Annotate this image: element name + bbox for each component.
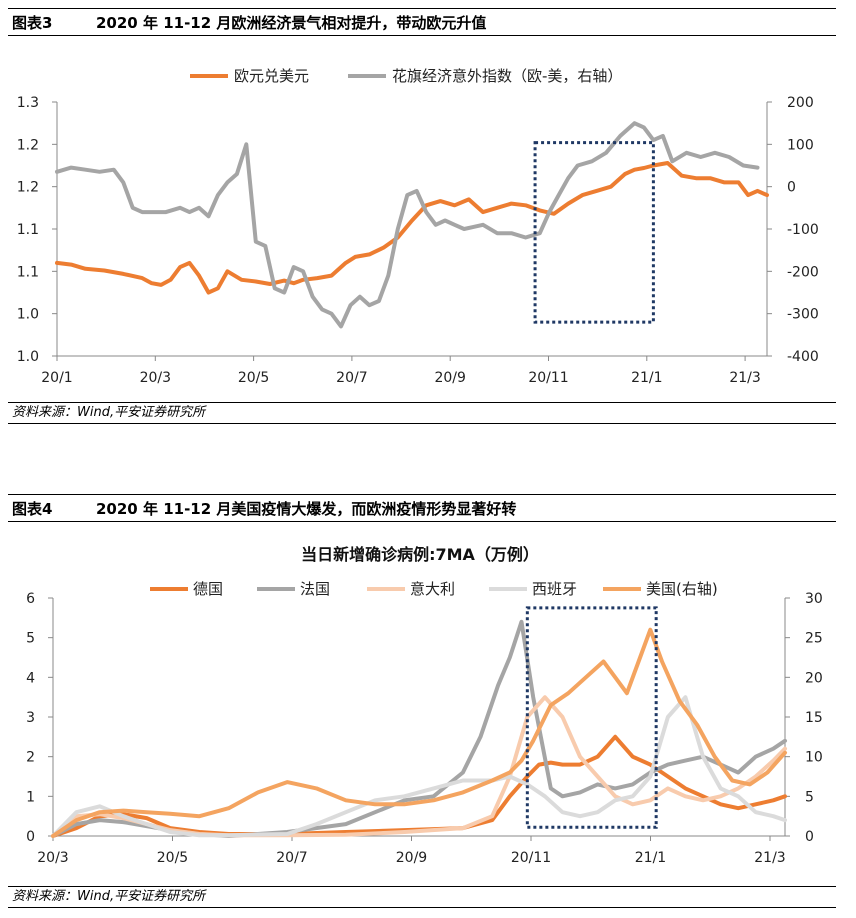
- highlight-dotted-box: [533, 141, 655, 324]
- y-left-tick-label: 1.1: [17, 264, 39, 280]
- figure4-header: 图表4 2020 年 11-12 月美国疫情大爆发，而欧洲疫情形势显著好转: [8, 494, 836, 522]
- y-right-tick-label: 10: [805, 750, 823, 766]
- y-left-tick-label: 0: [26, 829, 35, 845]
- series-line-1: [55, 121, 760, 329]
- x-tick-label: 20/11: [511, 850, 551, 866]
- y-left-tick-label: 1.0: [17, 349, 39, 365]
- chart-new-cases-7ma: 当日新增确诊病例:7MA（万例） 德国 法国 意大利 西班牙 美国(右轴) 654321…: [26, 545, 823, 866]
- y-right-tick-label: 20: [805, 670, 823, 686]
- chart1-series: [55, 121, 769, 329]
- y-right-tick-label: -200: [787, 264, 819, 280]
- y-right-tick-label: -300: [787, 307, 819, 323]
- y-right-tick-label: -400: [787, 349, 819, 365]
- y-right-tick-label: -100: [787, 222, 819, 238]
- legend-label-citi-surprise: 花旗经济意外指数（欧-美，右轴）: [392, 67, 622, 85]
- x-tick-label: 20/1: [41, 370, 72, 386]
- x-tick-label: 20/3: [37, 850, 68, 866]
- x-tick-label: 21/3: [729, 370, 760, 386]
- x-tick-label: 20/7: [336, 370, 367, 386]
- chart2-title: 当日新增确诊病例:7MA（万例）: [301, 545, 539, 564]
- figure3-source: 资料来源：Wind,平安证券研究所: [8, 402, 836, 424]
- y-right-tick-label: 0: [805, 829, 814, 845]
- chart1-legend: 欧元兑美元 花旗经济意外指数（欧-美，右轴）: [190, 67, 622, 85]
- y-right-tick-label: 0: [787, 180, 796, 196]
- figure4-label: 图表4: [12, 500, 53, 518]
- y-left-tick-label: 6: [26, 591, 35, 607]
- legend-label-4: 美国(右轴): [646, 580, 718, 598]
- legend-label-0: 德国: [193, 580, 223, 598]
- legend-label-2: 意大利: [410, 580, 455, 598]
- chart2-series: [51, 619, 787, 838]
- x-tick-label: 20/5: [157, 850, 188, 866]
- chart-eurusd-vs-citi-surprise: 欧元兑美元 花旗经济意外指数（欧-美，右轴） 1.31.21.21.11.11.…: [17, 67, 819, 386]
- x-tick-label: 20/7: [276, 850, 307, 866]
- figure4-source: 资料来源：Wind,平安证券研究所: [8, 886, 836, 908]
- figure3-label: 图表3: [12, 14, 53, 32]
- y-left-tick-label: 1.0: [17, 307, 39, 323]
- x-tick-label: 20/9: [396, 850, 427, 866]
- legend-label-3: 西班牙: [532, 580, 577, 598]
- y-right-tick-label: 30: [805, 591, 823, 607]
- y-left-tick-label: 3: [26, 710, 35, 726]
- series-line-0: [51, 734, 787, 838]
- y-left-tick-label: 1.2: [17, 137, 39, 153]
- y-left-tick-label: 2: [26, 750, 35, 766]
- figure3-title: 2020 年 11-12 月欧洲经济景气相对提升，带动欧元升值: [96, 14, 487, 32]
- series-line-4: [51, 627, 787, 838]
- series-line-0: [55, 161, 769, 295]
- chart1-highlight-box: [533, 141, 655, 324]
- y-right-tick-label: 5: [805, 789, 814, 805]
- y-right-tick-label: 15: [805, 710, 823, 726]
- y-left-tick-label: 1.2: [17, 180, 39, 196]
- chart1-axes: 1.3 1.2 1.2 1.1 1.1 1.0 1.0 200 100 0 -100 -200 -300…: [17, 95, 819, 386]
- y-right-tick-label: 200: [787, 95, 814, 111]
- y-right-tick-label: 25: [805, 631, 823, 647]
- x-tick-label: 20/11: [528, 370, 568, 386]
- x-tick-label: 21/1: [635, 850, 666, 866]
- chart2-legend: 德国 法国 意大利 西班牙 美国(右轴): [150, 580, 718, 598]
- y-left-tick-label: 4: [26, 670, 35, 686]
- figure3-header: 图表3 2020 年 11-12 月欧洲经济景气相对提升，带动欧元升值: [8, 8, 836, 36]
- legend-label-1: 法国: [300, 580, 330, 598]
- legend-label-eurusd: 欧元兑美元: [234, 67, 309, 85]
- x-tick-label: 20/3: [140, 370, 171, 386]
- y-left-tick-label: 1.3: [17, 95, 39, 111]
- y-left-tick-label: 5: [26, 631, 35, 647]
- x-tick-label: 20/5: [238, 370, 269, 386]
- x-tick-label: 21/3: [754, 850, 785, 866]
- y-left-tick-label: 1.1: [17, 222, 39, 238]
- x-tick-label: 21/1: [631, 370, 662, 386]
- series-line-3: [51, 695, 787, 838]
- y-right-tick-label: 100: [787, 137, 814, 153]
- figure4-title: 2020 年 11-12 月美国疫情大爆发，而欧洲疫情形势显著好转: [96, 500, 517, 518]
- x-tick-label: 20/9: [434, 370, 465, 386]
- y-left-tick-label: 1: [26, 789, 35, 805]
